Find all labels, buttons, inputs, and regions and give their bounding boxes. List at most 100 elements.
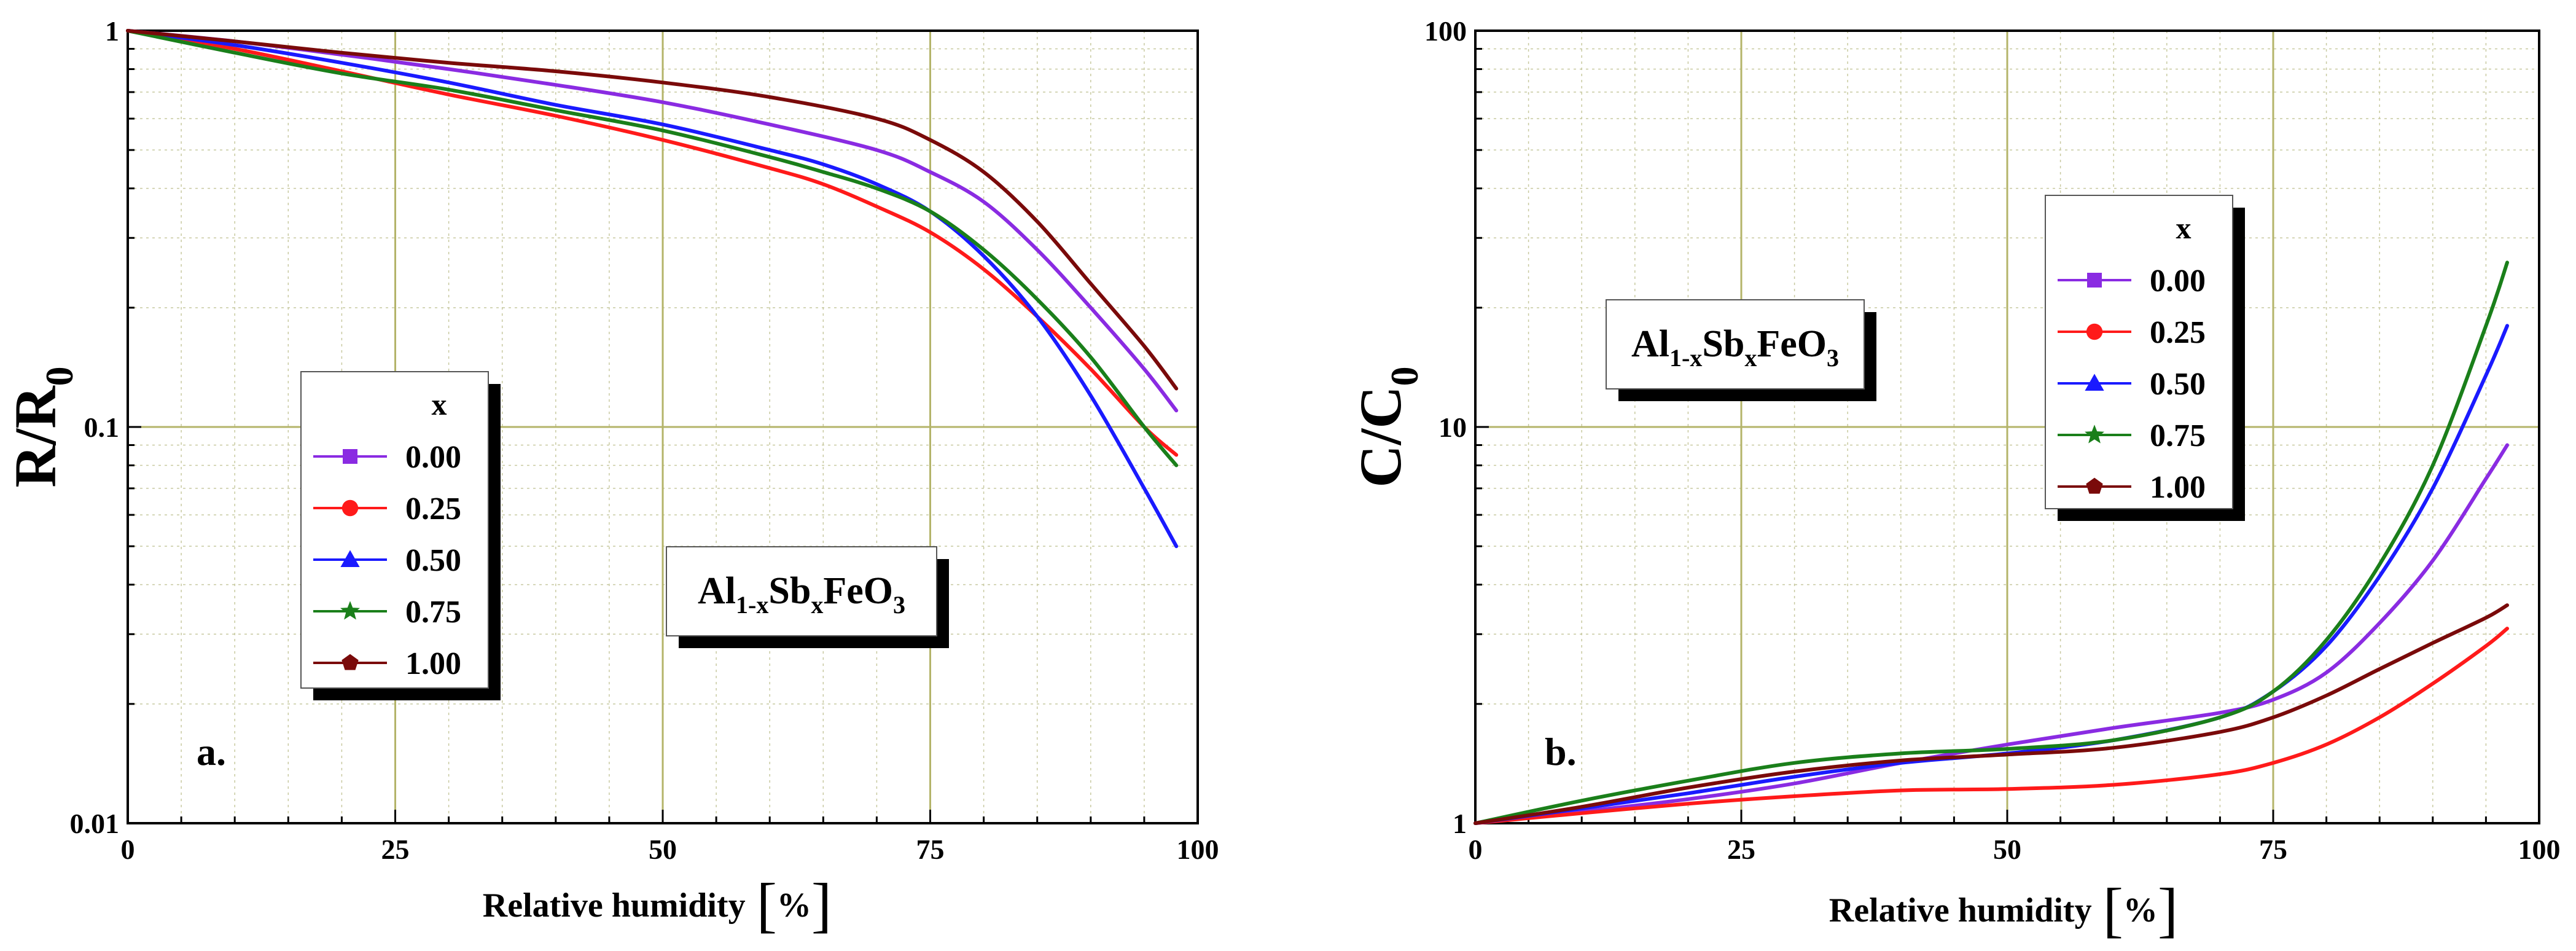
legend-entry-0.25: 0.25 xyxy=(313,491,461,526)
x-tick-label: 50 xyxy=(1993,834,2021,865)
formula-a: Al xyxy=(698,570,736,612)
formula-annotation: Al1-xSbxFeO3 xyxy=(1606,299,1876,401)
formula-box xyxy=(666,546,937,636)
x-tick-label: 75 xyxy=(916,834,945,865)
x-tick-label: 100 xyxy=(1177,834,1219,865)
formula-c: FeO xyxy=(823,570,893,612)
legend-entry-0.75: 0.75 xyxy=(313,595,461,630)
legend-label: 1.00 xyxy=(405,646,461,681)
x-tick-label: 100 xyxy=(2518,834,2561,865)
legend-label: 1.00 xyxy=(2150,470,2206,505)
series-line-0.75 xyxy=(126,29,1179,468)
series-group xyxy=(126,29,1179,549)
x-axis-label-text: Relative humidity xyxy=(1829,891,2092,929)
legend-marker-circle xyxy=(2086,323,2103,340)
y-axis-label-subscript: 0 xyxy=(37,366,81,386)
y-tick-label: 0.01 xyxy=(70,808,120,839)
x-tick-label: 75 xyxy=(2259,834,2287,865)
x-axis-label: Relative humidity [%] xyxy=(1829,875,2178,944)
series-line-1.00 xyxy=(126,29,1179,391)
legend-entry-0.25: 0.25 xyxy=(2058,315,2206,350)
legend-entry-0.50: 0.50 xyxy=(2058,367,2206,402)
x-tick-label: 25 xyxy=(381,834,410,865)
grid xyxy=(1475,31,2539,823)
series-line-0.00 xyxy=(1473,443,2509,825)
formula-a: Al xyxy=(1631,323,1669,365)
formula-a-sub: 1-x xyxy=(1669,344,1702,372)
y-tick-label: 1 xyxy=(105,15,119,47)
formula-b-sub: x xyxy=(1744,344,1757,372)
y-tick-label: 10 xyxy=(1438,412,1467,443)
legend-entry-0.50: 0.50 xyxy=(313,543,461,578)
panel-tag: a. xyxy=(197,730,226,773)
legend-marker-circle xyxy=(342,499,359,517)
legend-marker-star xyxy=(340,601,360,620)
legend-marker-triangle xyxy=(2085,374,2104,391)
y-tick-label: 0.1 xyxy=(84,412,120,443)
y-axis-label-main: C/C xyxy=(1348,386,1413,487)
legend-label: 0.50 xyxy=(405,543,461,578)
y-tick-label: 1 xyxy=(1453,808,1467,839)
formula-annotation: Al1-xSbxFeO3 xyxy=(666,546,949,648)
legend-entry-0.75: 0.75 xyxy=(2058,418,2206,453)
legend-entry-1.00: 1.00 xyxy=(2058,470,2206,505)
x-tick-label: 25 xyxy=(1727,834,1755,865)
y-axis-label-main: R/R xyxy=(2,385,68,488)
series-line-0.50 xyxy=(126,29,1179,549)
legend: x 0.00 0.25 0.50 0.75 1.00 xyxy=(300,371,501,700)
legend-marker-triangle xyxy=(340,550,360,567)
ticks xyxy=(127,29,1199,824)
y-axis-label: C/C0 xyxy=(1348,366,1426,487)
legend-label: 0.50 xyxy=(2150,367,2206,402)
panel-tag: b. xyxy=(1545,730,1577,773)
legend: x 0.00 0.25 0.50 0.75 1.00 xyxy=(2045,195,2245,521)
series-line-0.75 xyxy=(1473,260,2509,825)
legend-entry-1.00: 1.00 xyxy=(313,646,461,681)
legend-title: x xyxy=(2176,211,2192,245)
legend-label: 0.75 xyxy=(405,595,461,630)
legend-marker-square xyxy=(343,449,357,464)
bracket-open: [ xyxy=(2103,875,2123,944)
y-tick-label: 100 xyxy=(1424,15,1467,47)
formula-box xyxy=(1606,299,1865,389)
formula-c-sub: 3 xyxy=(893,591,905,619)
legend-label: 0.00 xyxy=(2150,264,2206,299)
formula-c: FeO xyxy=(1757,323,1827,365)
legend-label: 0.00 xyxy=(405,440,461,475)
x-tick-label: 0 xyxy=(1469,834,1483,865)
x-axis-unit: % xyxy=(777,886,811,925)
formula-b: Sb xyxy=(1702,323,1744,365)
series-line-1.00 xyxy=(1473,603,2509,825)
formula-c-sub: 3 xyxy=(1827,344,1839,372)
bracket-close: ] xyxy=(811,871,832,939)
y-axis-label-subscript: 0 xyxy=(1383,366,1426,386)
legend-entry-0.00: 0.00 xyxy=(2058,264,2206,299)
series-line-0.25 xyxy=(1473,627,2509,825)
x-axis-label-text: Relative humidity xyxy=(483,886,746,925)
legend-box xyxy=(2045,195,2233,509)
x-tick-label: 50 xyxy=(649,834,677,865)
formula-a-sub: 1-x xyxy=(736,591,768,619)
legend-marker-pentagon xyxy=(2086,477,2103,494)
series-line-0.00 xyxy=(126,29,1179,413)
x-axis-unit: % xyxy=(2123,891,2158,929)
bracket-close: ] xyxy=(2158,875,2178,944)
formula-text: Al1-xSbxFeO3 xyxy=(698,570,905,619)
legend-marker-square xyxy=(2087,273,2102,288)
formula-text: Al1-xSbxFeO3 xyxy=(1631,323,1839,372)
x-tick-label: 0 xyxy=(121,834,135,865)
formula-b: Sb xyxy=(768,570,811,612)
legend-marker-pentagon xyxy=(342,654,359,670)
legend-entry-0.00: 0.00 xyxy=(313,440,461,475)
formula-b-sub: x xyxy=(811,591,823,619)
legend-label: 0.75 xyxy=(2150,418,2206,453)
bracket-open: [ xyxy=(757,871,777,939)
series-group xyxy=(1473,260,2509,825)
legend-box xyxy=(300,371,489,689)
legend-label: 0.25 xyxy=(2150,315,2206,350)
legend-title: x xyxy=(432,387,447,421)
y-axis-label: R/R0 xyxy=(2,366,81,487)
